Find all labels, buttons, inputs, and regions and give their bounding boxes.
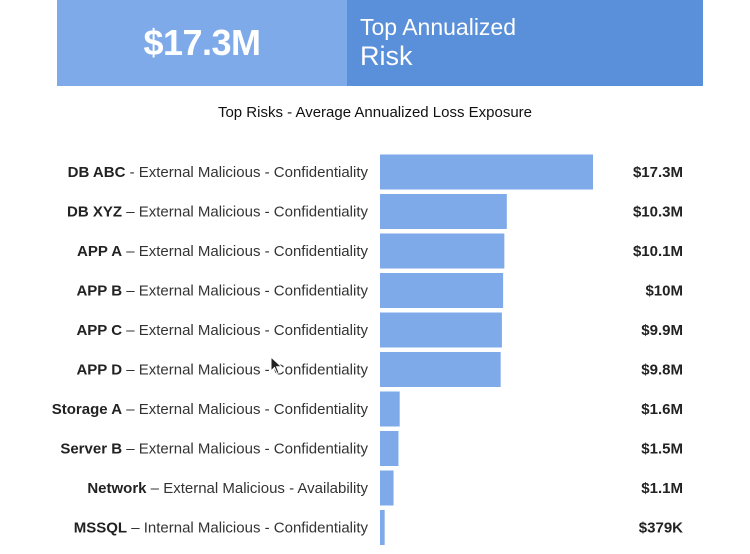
category-description: – External Malicious - Confidentiality [122,243,368,260]
category-description: - External Malicious - Confidentiality [125,164,368,181]
value-label: $10.1M [633,243,683,260]
value-label: $1.5M [641,441,683,458]
bar [380,470,394,506]
category-description: – External Malicious - Confidentiality [122,441,368,458]
chart-title: Top Risks - Average Annualized Loss Expo… [217,104,533,121]
category-description: – External Malicious - Confidentiality [122,322,368,339]
value-label: $9.8M [641,362,683,379]
banner-title-line1: Top Annualized [360,14,517,40]
banner-title-line2: Risk [360,41,413,71]
bar [380,233,505,269]
category-label: Storage A – External Malicious - Confide… [52,401,369,418]
value-label: $379K [639,520,683,537]
category-name: DB XYZ [67,204,122,221]
category-description: – Internal Malicious - Confidentiality [127,520,368,537]
bar [380,431,399,466]
mouse-cursor-icon [270,356,283,375]
category-label: APP B – External Malicious - Confidentia… [76,283,368,300]
category-name: APP C [76,322,122,339]
category-name: MSSQL [74,520,127,537]
category-label: MSSQL – Internal Malicious - Confidentia… [74,520,369,537]
category-label: DB XYZ – External Malicious - Confidenti… [67,204,368,221]
category-name: Storage A [52,401,122,418]
category-label: APP D – External Malicious - Confidentia… [76,362,368,379]
value-label: $10M [645,283,683,300]
value-label: $1.6M [641,401,683,418]
category-description: – External Malicious - Availability [147,480,369,497]
banner-value: $17.3M [143,22,261,63]
category-label: DB ABC - External Malicious - Confidenti… [68,164,369,181]
category-name: APP B [76,283,122,300]
category-name: DB ABC [68,164,126,181]
bar [380,312,502,348]
category-description: – External Malicious - Confidentiality [122,204,368,221]
category-label: APP A – External Malicious - Confidentia… [77,243,368,260]
value-label: $10.3M [633,204,683,221]
value-label: $9.9M [641,322,683,339]
value-label: $17.3M [633,164,683,181]
category-label: Server B – External Malicious - Confiden… [60,441,368,458]
bar [380,510,385,545]
category-label: Network – External Malicious - Availabil… [87,480,368,497]
category-name: Server B [60,441,122,458]
summary-banner: $17.3M Top Annualized Risk [57,0,703,86]
category-label: APP C – External Malicious - Confidentia… [76,322,368,339]
value-label: $1.1M [641,480,683,497]
category-name: APP A [77,243,122,260]
bar [380,273,504,308]
bar [380,194,507,229]
banner-title-panel: Top Annualized Risk [347,0,703,86]
category-name: APP D [76,362,122,379]
category-description: – External Malicious - Confidentiality [122,362,368,379]
bar [380,391,400,427]
category-name: Network [87,480,147,497]
bar [380,352,501,387]
category-description: – External Malicious - Confidentiality [122,283,368,300]
bar [380,154,593,190]
category-description: – External Malicious - Confidentiality [122,401,368,418]
banner-value-panel: $17.3M [57,0,347,86]
